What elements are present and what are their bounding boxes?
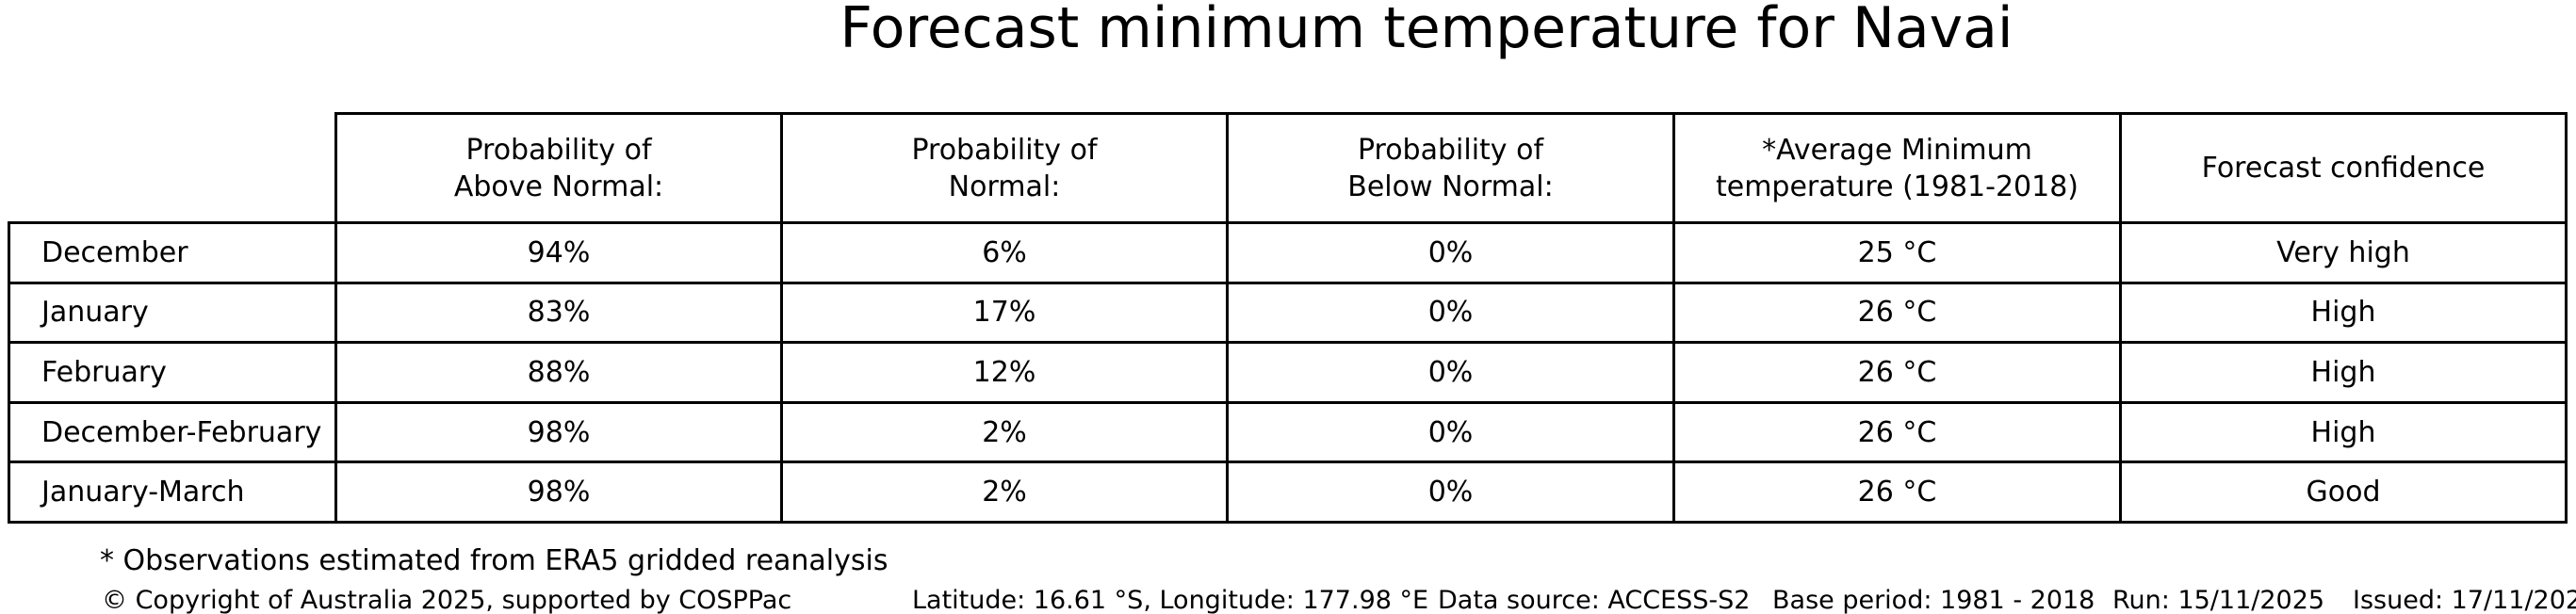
cell-confidence: High (2119, 341, 2568, 404)
cell-below-normal: 0% (1226, 221, 1675, 284)
cell-confidence: High (2119, 400, 2568, 464)
cell-normal: 2% (780, 400, 1229, 464)
footnote-era5: * Observations estimated from ERA5 gridd… (100, 544, 889, 577)
table-row-january-march: January-March 98% 2% 0% 26 °C Good (8, 460, 2568, 524)
cell-above-normal: 88% (334, 341, 783, 404)
cell-avg-min-temp: 26 °C (1672, 341, 2122, 404)
forecast-table: Probability of Above Normal: Probability… (8, 112, 2568, 524)
cell-normal: 17% (780, 281, 1229, 345)
run-date-text: Run: 15/11/2025 (2112, 586, 2325, 614)
row-label: February (8, 341, 337, 404)
cell-confidence: Very high (2119, 221, 2568, 284)
col-header-avg-min-temp: *Average Minimum temperature (1981-2018) (1672, 112, 2122, 224)
row-label: December-February (8, 400, 337, 464)
row-label: December (8, 221, 337, 284)
cell-normal: 2% (780, 460, 1229, 524)
issued-date-text: Issued: 17/11/2025 (2353, 586, 2576, 614)
cell-normal: 6% (780, 221, 1229, 284)
copyright-text: © Copyright of Australia 2025, supported… (102, 586, 792, 614)
row-label: January (8, 281, 337, 345)
cell-below-normal: 0% (1226, 460, 1675, 524)
cell-below-normal: 0% (1226, 341, 1675, 404)
cell-avg-min-temp: 25 °C (1672, 221, 2122, 284)
cell-avg-min-temp: 26 °C (1672, 400, 2122, 464)
header-row: Probability of Above Normal: Probability… (9, 112, 2568, 224)
cell-above-normal: 83% (334, 281, 783, 345)
cell-confidence: Good (2119, 460, 2568, 524)
col-header-above-normal: Probability of Above Normal: (334, 112, 783, 224)
cell-above-normal: 94% (334, 221, 783, 284)
table-row-january: January 83% 17% 0% 26 °C High (8, 281, 2568, 345)
data-source-text: Data source: ACCESS-S2 (1438, 586, 1751, 614)
base-period-text: Base period: 1981 - 2018 (1772, 586, 2095, 614)
cell-confidence: High (2119, 281, 2568, 345)
cell-avg-min-temp: 26 °C (1672, 281, 2122, 345)
lat-long-text: Latitude: 16.61 °S, Longitude: 177.98 °E (912, 586, 1429, 614)
table-row-february: February 88% 12% 0% 26 °C High (8, 341, 2568, 404)
blank-corner-cell (9, 114, 336, 223)
col-header-below-normal: Probability of Below Normal: (1226, 112, 1675, 224)
cell-above-normal: 98% (334, 460, 783, 524)
cell-below-normal: 0% (1226, 400, 1675, 464)
cell-normal: 12% (780, 341, 1229, 404)
col-header-forecast-confidence: Forecast confidence (2119, 112, 2568, 224)
cell-above-normal: 98% (334, 400, 783, 464)
cell-below-normal: 0% (1226, 281, 1675, 345)
cell-avg-min-temp: 26 °C (1672, 460, 2122, 524)
table-row-december: December 94% 6% 0% 25 °C Very high (8, 221, 2568, 284)
page-title: Forecast minimum temperature for Navai (840, 0, 2014, 61)
col-header-normal: Probability of Normal: (780, 112, 1229, 224)
table-row-december-february: December-February 98% 2% 0% 26 °C High (8, 400, 2568, 464)
row-label: January-March (8, 460, 337, 524)
